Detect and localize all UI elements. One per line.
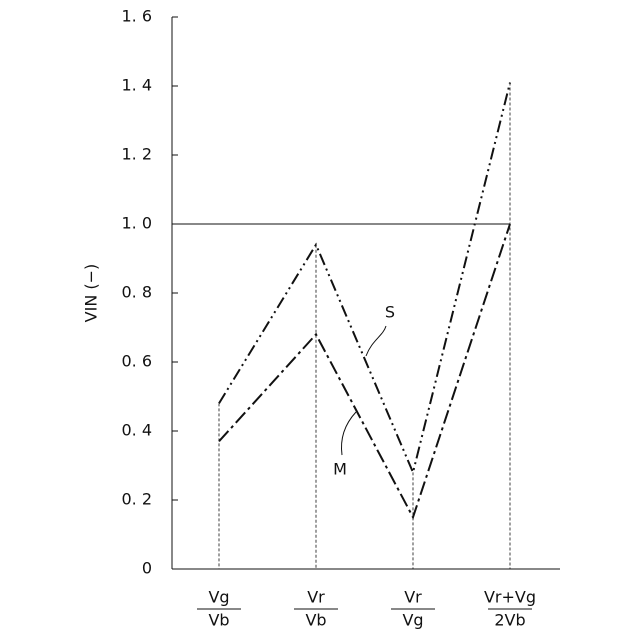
y-tick-label: 1. 2 [121,145,152,164]
series-label: M [333,460,347,479]
leader-m [342,412,356,455]
series-line [219,83,510,473]
x-tick-label: Vr [307,588,325,607]
y-tick-label: 0. 2 [121,490,152,509]
x-tick-label: Vr+Vg [484,588,536,607]
series-line [219,224,510,517]
y-tick-label: 0. 4 [121,421,152,440]
y-axis-label: VIN (−) [82,264,101,323]
x-tick-label: Vb [208,611,229,630]
y-tick-label: 0. 8 [121,283,152,302]
leader-s [366,326,386,356]
y-tick-label: 1. 4 [121,76,152,95]
y-tick-label: 1. 0 [121,214,152,233]
y-tick-label: 0. 6 [121,352,152,371]
x-tick-label: Vg [402,611,423,630]
series-label: S [385,303,395,322]
y-tick-label: 1. 6 [121,7,152,26]
x-tick-label: Vb [305,611,326,630]
y-tick-label: 0 [142,559,152,578]
page: {"chart_data":{"type":"line","y_label":"… [0,0,640,640]
x-tick-label: Vr [404,588,422,607]
x-tick-label: Vg [208,588,229,607]
x-tick-label: 2Vb [494,611,525,630]
chart: VIN (−) S M 0 0. 2 0. 4 0. 6 0. 8 1. 0 1. 2 1. … [0,0,640,640]
